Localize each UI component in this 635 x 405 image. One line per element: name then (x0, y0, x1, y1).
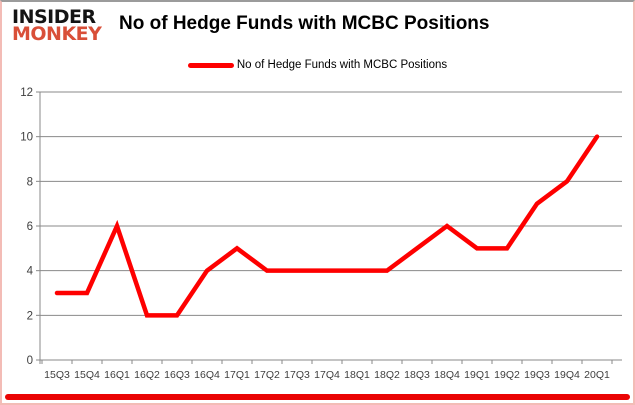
legend-line-swatch (187, 62, 234, 68)
svg-text:16Q1: 16Q1 (104, 369, 130, 381)
legend: No of Hedge Funds with MCBC Positions (2, 59, 633, 71)
red-bottom-bar (5, 394, 630, 400)
svg-text:10: 10 (20, 132, 33, 144)
svg-text:18Q2: 18Q2 (374, 369, 400, 381)
svg-text:18Q1: 18Q1 (344, 369, 370, 381)
svg-text:16Q3: 16Q3 (164, 369, 190, 381)
svg-text:19Q4: 19Q4 (554, 369, 580, 381)
svg-text:15Q4: 15Q4 (74, 369, 100, 381)
svg-text:20Q1: 20Q1 (584, 369, 610, 381)
svg-text:6: 6 (27, 221, 33, 233)
svg-text:15Q3: 15Q3 (44, 369, 70, 381)
svg-text:18Q3: 18Q3 (404, 369, 430, 381)
svg-text:17Q2: 17Q2 (254, 369, 280, 381)
svg-text:19Q2: 19Q2 (494, 369, 520, 381)
logo-monkey-text: MONKEY (12, 23, 102, 46)
logo-insider-text: INSIDER (12, 6, 96, 28)
svg-text:19Q3: 19Q3 (524, 369, 550, 381)
svg-text:4: 4 (27, 266, 34, 278)
insider-monkey-logo: INSIDER MONKEY (12, 6, 102, 46)
legend-label: No of Hedge Funds with MCBC Positions (236, 59, 448, 71)
svg-text:17Q3: 17Q3 (284, 369, 310, 381)
svg-text:19Q1: 19Q1 (464, 369, 490, 381)
svg-text:18Q4: 18Q4 (434, 369, 460, 381)
svg-text:17Q1: 17Q1 (224, 369, 250, 381)
svg-text:16Q4: 16Q4 (194, 369, 220, 381)
svg-text:12: 12 (20, 87, 33, 99)
svg-text:0: 0 (27, 355, 33, 367)
svg-text:16Q2: 16Q2 (134, 369, 160, 381)
svg-text:17Q4: 17Q4 (314, 369, 340, 381)
svg-text:8: 8 (27, 176, 33, 188)
page-title: No of Hedge Funds with MCBC Positions (119, 13, 490, 34)
svg-text:2: 2 (27, 310, 33, 322)
